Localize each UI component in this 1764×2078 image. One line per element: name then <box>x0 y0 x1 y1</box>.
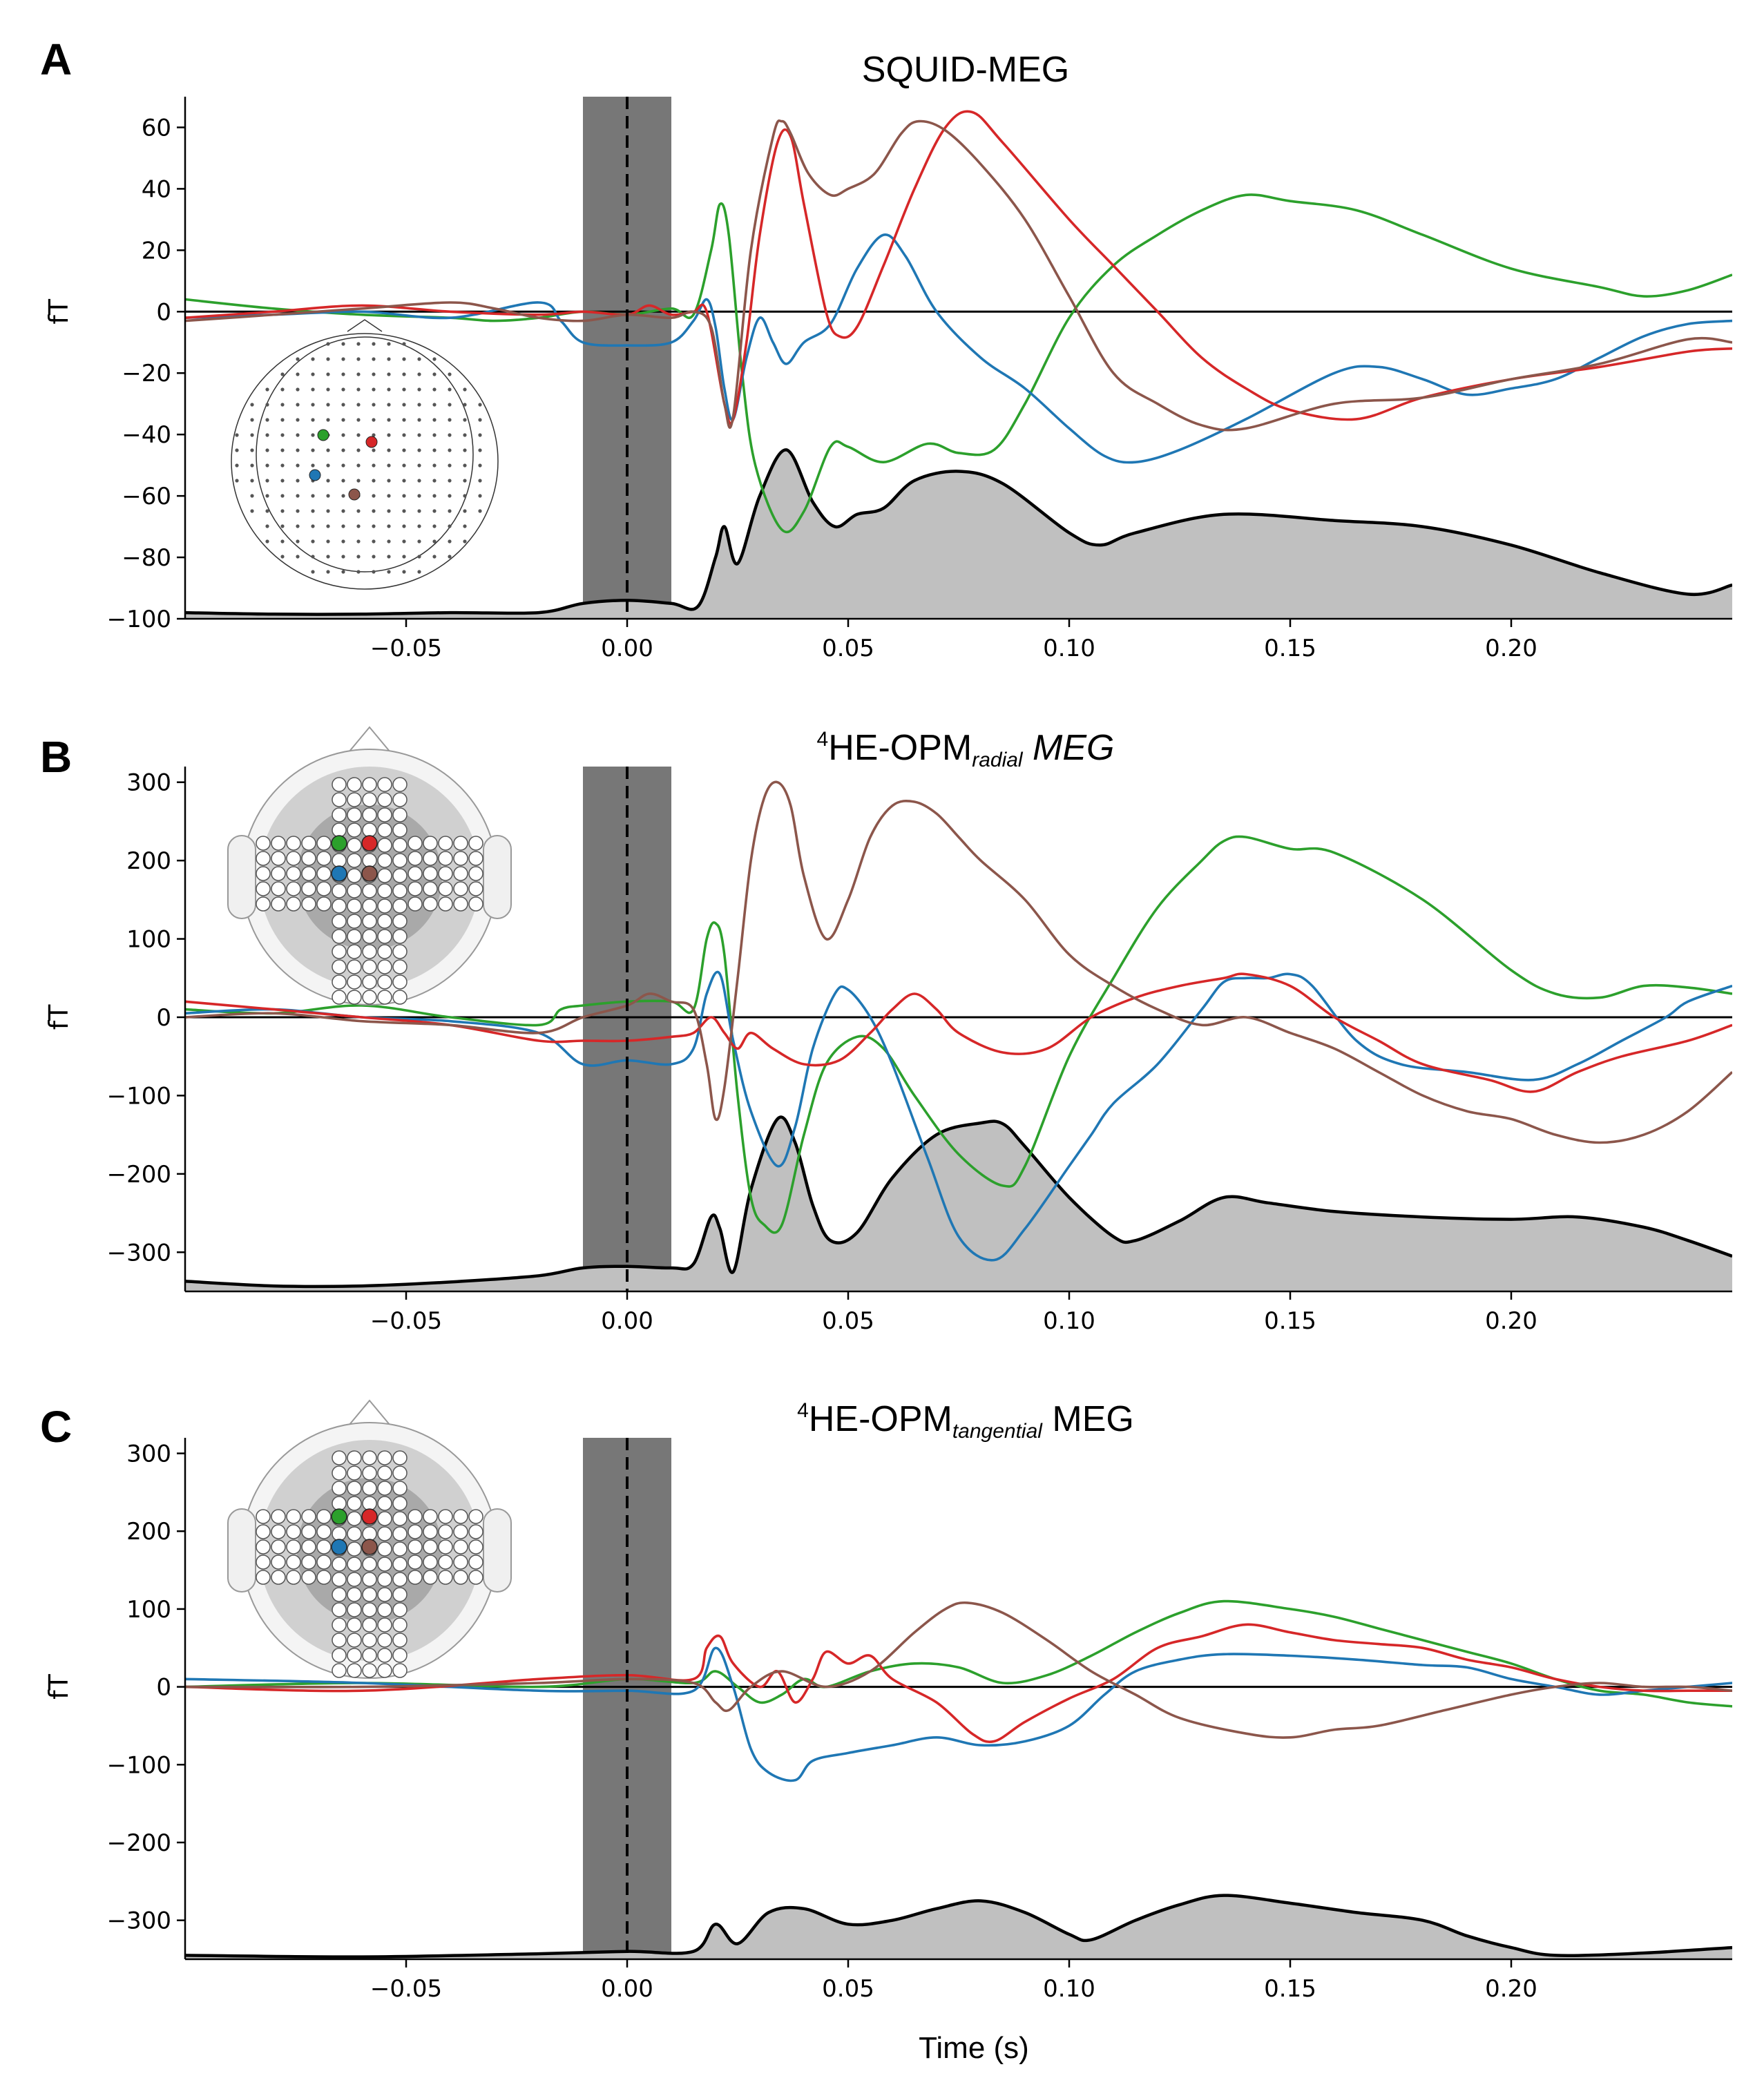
helmet-outline <box>231 333 499 590</box>
left-ear <box>227 835 256 919</box>
gfp-area <box>185 450 1732 619</box>
selected-sensor-green <box>331 1508 347 1525</box>
series-line-red <box>185 972 1732 1093</box>
series-line-brown <box>185 780 1732 1144</box>
nose-icon <box>348 1399 391 1426</box>
series-line-gfp <box>185 1115 1732 1289</box>
y-tick-label: −80 <box>122 544 171 572</box>
y-tick-label: 0 <box>156 298 171 326</box>
sensor-dots <box>235 342 482 574</box>
panel-letter: A <box>40 35 72 84</box>
y-tick-label: −40 <box>122 421 171 449</box>
selected-sensor-blue <box>309 469 321 481</box>
selected-sensor-blue <box>331 865 347 882</box>
right-ear <box>483 835 512 919</box>
sensor-layout-inset <box>227 726 512 1006</box>
y-tick-label: −60 <box>122 483 171 510</box>
series-line-blue <box>185 233 1732 464</box>
y-tick-label: 100 <box>126 1596 171 1624</box>
gfp-area <box>185 1117 1732 1291</box>
y-tick-label: 100 <box>126 926 171 954</box>
x-tick-label: 0.10 <box>1043 1307 1095 1335</box>
selected-sensor-red <box>365 436 378 448</box>
plot-title: SQUID-MEG <box>862 50 1069 90</box>
selected-sensor-green <box>331 835 347 852</box>
y-tick-label: −100 <box>107 606 171 633</box>
x-tick-label: 0.20 <box>1485 635 1537 662</box>
x-tick-label: 0.15 <box>1264 1975 1316 2003</box>
x-tick-label: 0.00 <box>601 1975 653 2003</box>
series-line-blue <box>185 970 1732 1262</box>
y-tick-label: −20 <box>122 360 171 387</box>
y-tick-label: 60 <box>142 114 171 142</box>
x-tick-label: 0.05 <box>822 635 874 662</box>
y-tick-label: −300 <box>107 1907 171 1935</box>
y-tick-label: −300 <box>107 1239 171 1267</box>
plot-area <box>185 780 1732 1291</box>
y-tick-label: 200 <box>126 847 171 875</box>
x-tick-label: 0.10 <box>1043 1975 1095 2003</box>
selected-sensor-brown <box>361 865 378 882</box>
y-tick-label: 200 <box>126 1518 171 1546</box>
y-tick-label: 40 <box>142 175 171 203</box>
sensor-layout-inset <box>227 1399 512 1679</box>
series-line-red <box>185 110 1732 425</box>
y-tick-label: −200 <box>107 1829 171 1857</box>
nose-icon <box>348 726 391 753</box>
head-outline <box>256 336 474 573</box>
left-ear <box>227 1508 256 1593</box>
y-tick-label: 20 <box>142 237 171 264</box>
selected-sensor-green <box>317 429 329 441</box>
x-tick-label: −0.05 <box>370 1975 442 2003</box>
x-tick-label: −0.05 <box>370 635 442 662</box>
x-tick-label: 0.00 <box>601 635 653 662</box>
y-tick-label: −200 <box>107 1161 171 1189</box>
y-axis-label: fT <box>44 1674 74 1700</box>
series-line-green <box>185 1599 1732 1708</box>
series-line-blue <box>185 1646 1732 1782</box>
x-tick-label: 0.05 <box>822 1307 874 1335</box>
panel-c: C 4HE-OPMtangential MEG 300 200 100 0 −100 −200… <box>40 1399 1732 2003</box>
panel-a: A SQUID-MEG 60 40 20 0 −20 −40 −60 −80 −100 −0.05 0.… <box>40 35 1732 662</box>
y-axis-label: fT <box>44 1004 74 1030</box>
y-tick-label: 300 <box>126 769 171 797</box>
x-tick-label: 0.20 <box>1485 1975 1537 2003</box>
series-line-red <box>185 1623 1732 1744</box>
y-tick-label: 300 <box>126 1441 171 1468</box>
selected-sensor-brown <box>348 488 361 501</box>
series-line-brown <box>185 119 1732 432</box>
panel-b: B 4HE-OPMradial MEG 300 200 100 0 −100 −200 −300… <box>40 726 1732 1335</box>
x-tick-label: 0.15 <box>1264 635 1316 662</box>
x-tick-label: 0.20 <box>1485 1307 1537 1335</box>
x-tick-label: 0.00 <box>601 1307 653 1335</box>
plot-title: 4HE-OPMradial MEG <box>817 728 1115 771</box>
plot-title: 4HE-OPMtangential MEG <box>797 1399 1134 1443</box>
series-line-brown <box>185 1601 1732 1739</box>
selected-sensor-blue <box>331 1539 347 1555</box>
selected-sensor-brown <box>361 1539 378 1555</box>
right-ear <box>483 1508 512 1593</box>
selected-sensor-red <box>361 835 378 852</box>
y-axis-label: fT <box>44 298 74 324</box>
nose-icon <box>347 319 383 332</box>
panel-letter: B <box>40 732 72 782</box>
sensor-dots <box>256 1450 483 1678</box>
x-axis-label: Time (s) <box>919 2031 1029 2065</box>
series-line-gfp <box>185 448 1732 616</box>
y-tick-label: 0 <box>156 1004 171 1032</box>
sensor-layout-inset <box>231 319 499 590</box>
x-tick-label: 0.10 <box>1043 635 1095 662</box>
x-tick-label: 0.05 <box>822 1975 874 2003</box>
selected-sensor-red <box>361 1508 378 1525</box>
x-tick-label: −0.05 <box>370 1307 442 1335</box>
y-tick-label: −100 <box>107 1082 171 1110</box>
gfp-area <box>185 1895 1732 1959</box>
y-tick-label: −100 <box>107 1751 171 1779</box>
y-tick-label: 0 <box>156 1674 171 1702</box>
x-tick-label: 0.15 <box>1264 1307 1316 1335</box>
panel-letter: C <box>40 1402 72 1452</box>
plot-area <box>185 110 1732 619</box>
